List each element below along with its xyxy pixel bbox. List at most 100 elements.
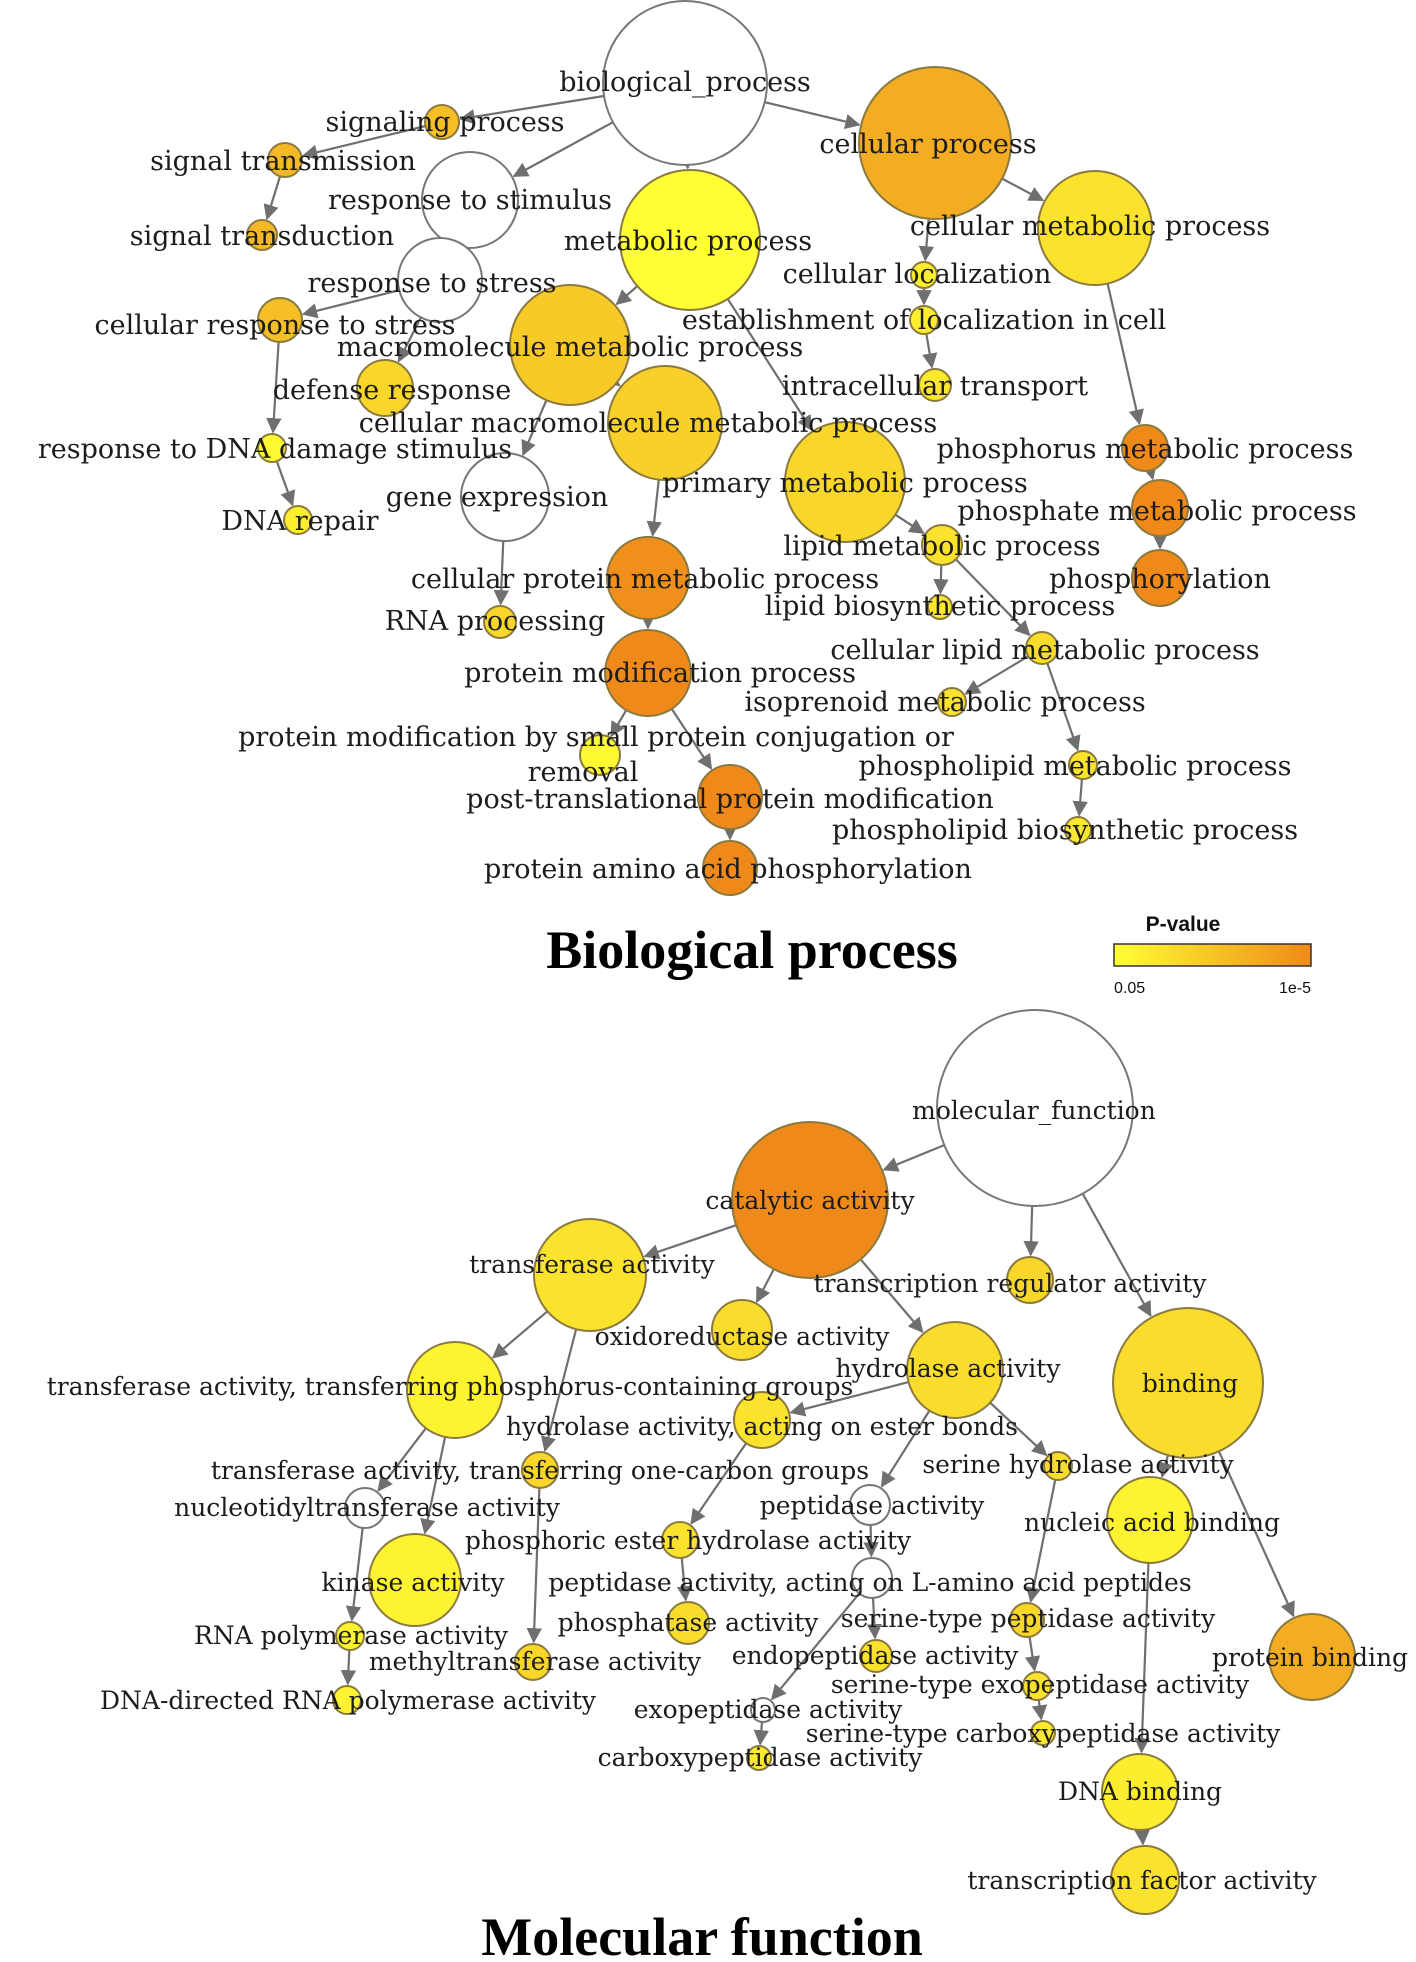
label-isoprenoid: isoprenoid metabolic process bbox=[744, 687, 1145, 718]
node-response-stress bbox=[397, 237, 483, 323]
label-signal-transduction: signal transduction bbox=[130, 221, 395, 252]
label-gene-expression: gene expression bbox=[386, 482, 609, 513]
node-cell-metabolic bbox=[1037, 170, 1153, 286]
edge-protein_mod-to-protein_conj bbox=[610, 709, 628, 738]
label-phos-ester-hydro: phosphoric ester hydrolase activity bbox=[465, 1526, 912, 1555]
node-phos-ester-hydro bbox=[661, 1521, 699, 1559]
label-intracell-transport: intracellular transport bbox=[782, 371, 1088, 402]
edge-rna_polymerase-to-dna_rna_polymerase bbox=[340, 1649, 357, 1686]
label-rna-polymerase: RNA polymerase activity bbox=[194, 1621, 509, 1650]
label-protein-conj-line1: protein modification by small protein co… bbox=[238, 722, 954, 753]
node-dna-binding bbox=[1101, 1753, 1179, 1831]
label-peptidase: peptidase activity bbox=[760, 1491, 985, 1520]
edge-binding-to-protein_binding bbox=[1217, 1450, 1295, 1618]
edge-exopeptidase-to-carboxypeptidase bbox=[753, 1721, 769, 1746]
edge-cellular_process-to-cell_localization bbox=[918, 218, 935, 262]
node-transf-phos bbox=[406, 1341, 504, 1439]
bp-edges bbox=[263, 94, 1168, 841]
edge-transf_onecarbon-to-methyltransferase bbox=[526, 1487, 542, 1644]
node-lipid-metabolic bbox=[921, 524, 963, 566]
node-protein-aa-phos bbox=[702, 840, 758, 896]
edge-mf_root-to-binding bbox=[1081, 1193, 1152, 1318]
edge-hydrolase-to-serine_hydrolase bbox=[989, 1401, 1048, 1457]
node-phosphorus bbox=[1121, 424, 1169, 472]
node-dna-repair bbox=[283, 505, 313, 535]
node-cell-macromol bbox=[607, 365, 723, 481]
node-serine-exopeptidase bbox=[1022, 1671, 1052, 1701]
edge-catalytic-to-hydrolase bbox=[859, 1258, 924, 1334]
label-phosphate: phosphate metabolic process bbox=[957, 496, 1356, 527]
label-mf-root: molecular_function bbox=[912, 1096, 1156, 1125]
label-lipid-metabolic: lipid metabolic process bbox=[783, 531, 1100, 562]
node-gene-expression bbox=[460, 452, 550, 542]
edge-binding-to-nucleic_acid bbox=[1158, 1454, 1174, 1479]
edge-protein_mod-to-post_trans bbox=[670, 708, 713, 770]
node-kinase bbox=[368, 1533, 462, 1627]
edge-response_stress-to-cell_resp_stress bbox=[301, 289, 400, 319]
label-response-stimulus: response to stimulus bbox=[328, 185, 612, 216]
node-serine-peptidase bbox=[1009, 1602, 1045, 1638]
label-transf-onecarbon: transferase activity, transferring one-c… bbox=[211, 1456, 869, 1485]
label-dna-rna-polymerase: DNA-directed RNA polymerase activity bbox=[100, 1686, 597, 1715]
label-cell-lipid: cellular lipid metabolic process bbox=[830, 635, 1259, 666]
label-serine-carboxy: serine-type carboxypeptidase activity bbox=[806, 1719, 1281, 1748]
label-protein-aa-phos: protein amino acid phosphorylation bbox=[484, 854, 972, 885]
edge-mf_root-to-transcription_reg bbox=[1023, 1205, 1039, 1257]
label-hydro-ester: hydrolase activity, acting on ester bond… bbox=[506, 1412, 1018, 1441]
edge-hydro_ester-to-phos_ester_hydro bbox=[690, 1442, 748, 1525]
label-peptidase-lamino: peptidase activity, acting on L-amino ac… bbox=[548, 1568, 1191, 1597]
edge-hydrolase-to-hydro_ester bbox=[789, 1380, 909, 1417]
edge-gene_expression-to-rna_processing bbox=[493, 540, 509, 606]
edge-cell_lipid-to-isoprenoid bbox=[964, 655, 1029, 695]
node-hydro-ester bbox=[733, 1391, 791, 1449]
label-cell-protein: cellular protein metabolic process bbox=[411, 564, 879, 595]
node-protein-mod bbox=[604, 629, 692, 717]
node-bp-root bbox=[602, 0, 768, 166]
edge-bp_root-to-signaling bbox=[459, 94, 605, 125]
edge-signal_transmission-to-signal_transduction bbox=[263, 175, 282, 221]
node-primary-metabolic bbox=[784, 421, 906, 543]
node-rna-polymerase bbox=[335, 1621, 365, 1651]
label-protein-mod: protein modification process bbox=[464, 658, 856, 689]
node-dna-rna-polymerase bbox=[332, 1685, 362, 1715]
node-cell-protein bbox=[606, 536, 690, 620]
node-peptidase-lamino bbox=[851, 1557, 893, 1599]
label-lipid-biosynth: lipid biosynthetic process bbox=[765, 591, 1115, 622]
edge-cell_macromol-to-cell_protein bbox=[646, 479, 662, 537]
legend-color-bar bbox=[1113, 943, 1312, 967]
edge-phosphorus-to-phosphate bbox=[1141, 463, 1157, 481]
label-bp-root: biological_process bbox=[559, 67, 811, 98]
bp-nodes bbox=[246, 0, 1189, 896]
node-hydrolase bbox=[906, 1321, 1004, 1419]
bp-caption: Biological process bbox=[546, 920, 958, 980]
legend-title: P-value bbox=[1146, 913, 1221, 936]
node-carboxypeptidase bbox=[746, 1745, 772, 1771]
label-cell-localization: cellular localization bbox=[783, 259, 1052, 290]
edge-lipid_metabolic-to-cell_lipid bbox=[955, 558, 1031, 637]
node-cell-localization bbox=[910, 261, 938, 289]
mf-nodes bbox=[332, 1009, 1356, 1915]
label-defense: defense response bbox=[273, 375, 512, 406]
label-transferase: transferase activity bbox=[469, 1250, 715, 1279]
edge-transferase-to-transf_onecarbon bbox=[540, 1328, 578, 1453]
label-dna-binding: DNA binding bbox=[1058, 1777, 1222, 1806]
edge-phospholipid_met-to-phospholipid_bio bbox=[1072, 778, 1088, 817]
edge-estab_localization-to-intracell_transport bbox=[922, 333, 938, 369]
edge-lipid_metabolic-to-lipid_biosynth bbox=[933, 564, 949, 595]
node-isoprenoid bbox=[937, 687, 967, 717]
node-peptidase bbox=[849, 1484, 891, 1526]
node-dna-damage bbox=[257, 433, 287, 463]
label-oxidoreductase: oxidoreductase activity bbox=[595, 1322, 891, 1351]
bp-labels: biological_process signaling process signa… bbox=[38, 67, 1357, 885]
node-defense bbox=[356, 359, 414, 417]
node-signaling bbox=[424, 104, 460, 140]
node-nucleotidyltransferase bbox=[344, 1487, 386, 1529]
edge-transf_phos-to-kinase bbox=[420, 1436, 447, 1535]
node-signal-transduction bbox=[246, 219, 278, 251]
node-tf-activity bbox=[1110, 1845, 1180, 1915]
node-nucleic-acid bbox=[1106, 1476, 1194, 1564]
edge-catalytic-to-oxidoreductase bbox=[755, 1268, 775, 1304]
edge-peptidase_lamino-to-exopeptidase bbox=[770, 1592, 861, 1701]
label-macromol: macromolecule metabolic process bbox=[337, 332, 803, 363]
